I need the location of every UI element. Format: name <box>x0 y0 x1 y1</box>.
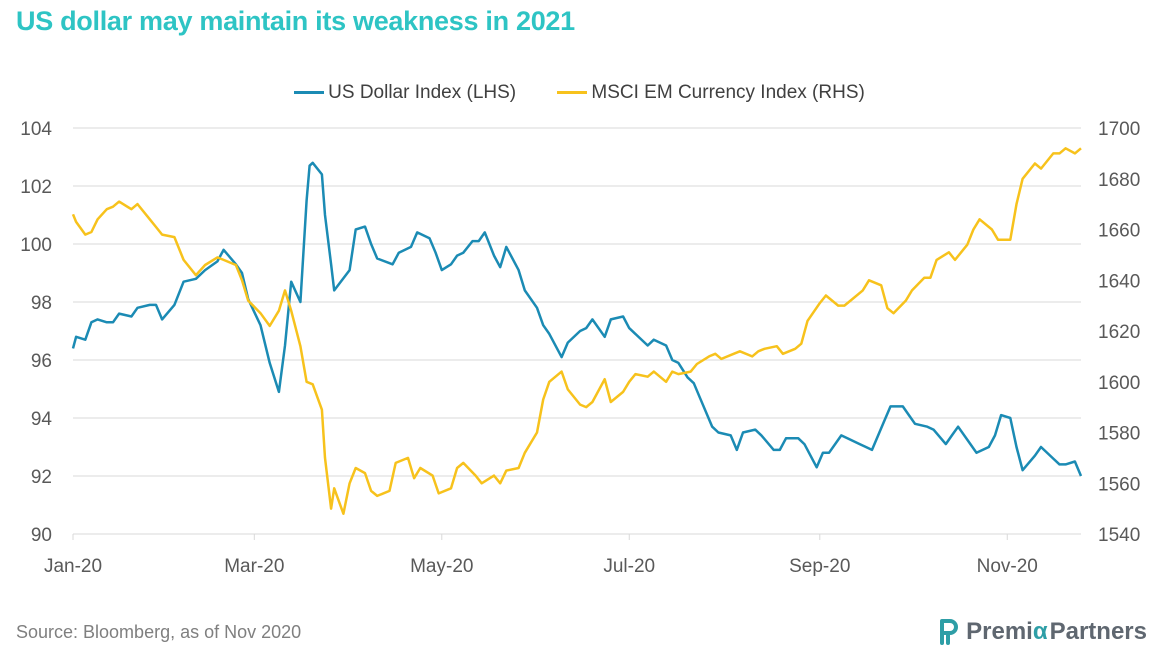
legend-item-em: MSCI EM Currency Index (RHS) <box>557 81 865 104</box>
y-right-tick-label: 1700 <box>1098 119 1140 140</box>
y-right-tick-label: 1640 <box>1098 271 1140 292</box>
y-right-tick-label: 1560 <box>1098 474 1140 495</box>
x-tick-label: Jul-20 <box>603 556 655 577</box>
source-note: Source: Bloomberg, as of Nov 2020 <box>16 622 302 642</box>
y-left-tick-label: 100 <box>20 235 52 256</box>
logo-text-b: Partners <box>1049 618 1147 645</box>
y-left-tick-label: 92 <box>31 467 52 488</box>
y-left-tick-label: 90 <box>31 525 52 546</box>
logo-alpha: α <box>1032 618 1048 645</box>
legend-label-usd: US Dollar Index (LHS) <box>328 81 517 103</box>
y-right-tick-label: 1620 <box>1098 322 1140 343</box>
y-right-tick-label: 1680 <box>1098 170 1140 191</box>
x-tick-label: Jan-20 <box>44 556 102 577</box>
y-left-tick-label: 98 <box>31 293 52 314</box>
chart-title: US dollar may maintain its weakness in 2… <box>16 6 575 36</box>
logo-text-a: Premi <box>966 618 1033 645</box>
y-left-tick-label: 96 <box>31 351 52 372</box>
premia-logo-icon <box>940 619 959 645</box>
x-tick-label: Sep-20 <box>789 556 850 577</box>
x-tick-label: Nov-20 <box>977 556 1038 577</box>
chart-legend: US Dollar Index (LHS) MSCI EM Currency I… <box>0 78 1159 104</box>
y-right-tick-label: 1600 <box>1098 373 1140 394</box>
legend-swatch-usd <box>294 91 325 94</box>
x-tick-label: May-20 <box>410 556 473 577</box>
y-left-tick-label: 104 <box>20 119 52 140</box>
series-line-usd <box>71 161 1083 477</box>
y-right-tick-label: 1540 <box>1098 525 1140 546</box>
x-tick-label: Mar-20 <box>224 556 284 577</box>
legend-item-usd: US Dollar Index (LHS) <box>294 82 516 104</box>
y-left-tick-label: 94 <box>31 409 53 430</box>
premia-partners-logo: Premi α Partners <box>938 618 1147 646</box>
legend-swatch-em <box>557 91 588 94</box>
legend-label-em: MSCI EM Currency Index (RHS) <box>591 81 865 103</box>
series-line-em <box>71 147 1082 515</box>
y-right-tick-label: 1660 <box>1098 221 1140 242</box>
y-left-tick-label: 102 <box>20 177 52 198</box>
y-right-tick-label: 1580 <box>1098 424 1140 445</box>
